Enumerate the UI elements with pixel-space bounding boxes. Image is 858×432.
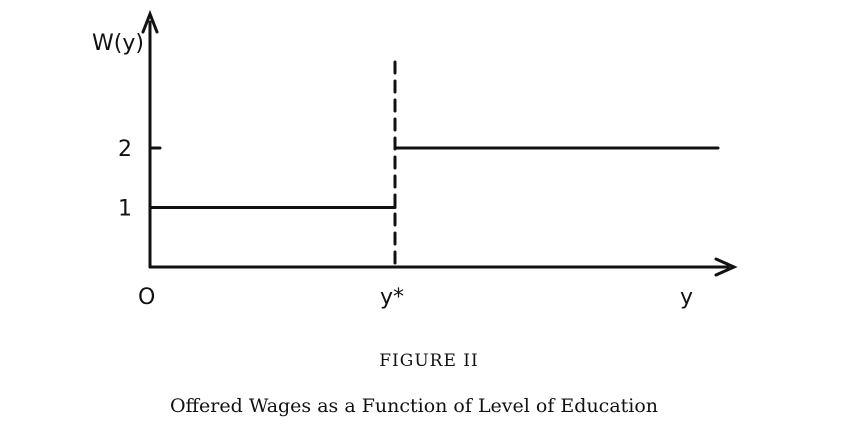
origin-label: O — [138, 285, 155, 310]
x-axis-arrow-icon — [714, 257, 738, 277]
figure-caption: Offered Wages as a Function of Level of … — [170, 395, 658, 417]
threshold-label: y* — [380, 285, 404, 310]
y-tick-label-2: 2 — [118, 137, 132, 162]
series-marks — [148, 60, 720, 269]
y-tick-label-1: 1 — [118, 197, 132, 222]
y-axis-label: W(y) — [92, 31, 144, 56]
figure-label: FIGURE II — [379, 351, 478, 371]
y-axis-arrow-icon — [141, 9, 159, 34]
x-axis-label: y — [680, 285, 693, 310]
